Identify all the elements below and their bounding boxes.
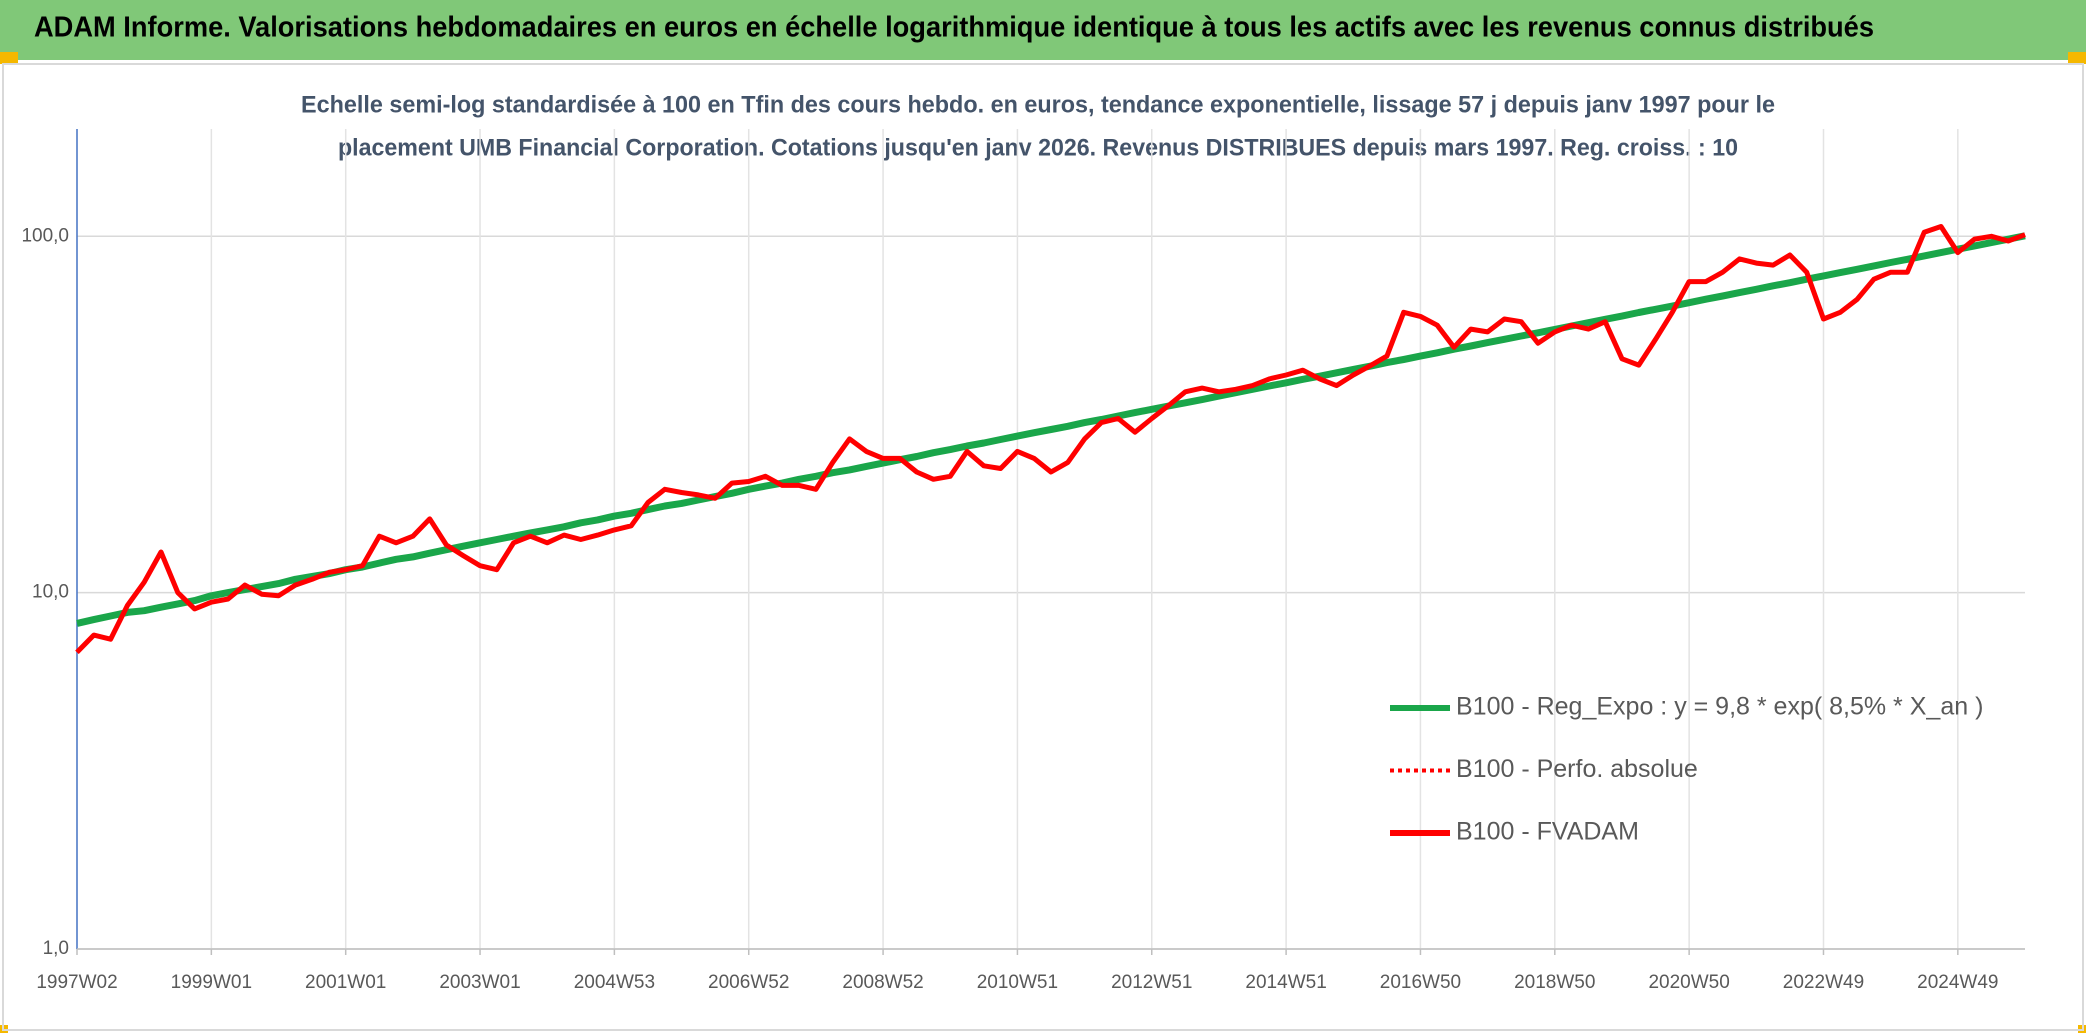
y-tick-label: 1,0 <box>43 938 69 959</box>
x-tick-label: 2010W51 <box>977 972 1058 993</box>
x-tick-label: 2008W52 <box>842 972 923 993</box>
frame <box>2 63 2084 1031</box>
legend-label: B100 - FVADAM <box>1456 818 1639 846</box>
x-tick-label: 2016W50 <box>1380 972 1461 993</box>
y-tick-label: 100,0 <box>21 225 69 246</box>
header-bar <box>0 0 2086 60</box>
x-tick-label: 2020W50 <box>1648 972 1729 993</box>
x-tick-label: 2022W49 <box>1783 972 1864 993</box>
series-line <box>76 232 2026 627</box>
x-tick-label: 2006W52 <box>708 972 789 993</box>
chart-title: placement UMB Financial Corporation. Cot… <box>338 134 1738 161</box>
y-tick-label: 10,0 <box>32 582 69 603</box>
x-tick-label: 1999W01 <box>171 972 252 993</box>
header-title: ADAM Informe. Valorisations hebdomadaire… <box>34 12 1874 44</box>
x-tick-label: 1997W02 <box>36 972 117 993</box>
series-line <box>75 224 2026 655</box>
chart-title: Echelle semi-log standardisée à 100 en T… <box>301 91 1775 118</box>
x-tick-label: 2018W50 <box>1514 972 1595 993</box>
legend-label: B100 - Reg_Expo : y = 9,8 * exp( 8,5% * … <box>1456 693 1983 721</box>
x-tick-label: 2004W53 <box>574 972 655 993</box>
x-tick-label: 2012W51 <box>1111 972 1192 993</box>
x-tick-label: 2001W01 <box>305 972 386 993</box>
x-tick-label: 2024W49 <box>1917 972 1998 993</box>
corner <box>2068 52 2086 64</box>
legend-label: B100 - Perfo. absolue <box>1456 755 1698 783</box>
x-tick-label: 2003W01 <box>439 972 520 993</box>
x-tick-label: 2014W51 <box>1245 972 1326 993</box>
corner <box>0 52 18 64</box>
